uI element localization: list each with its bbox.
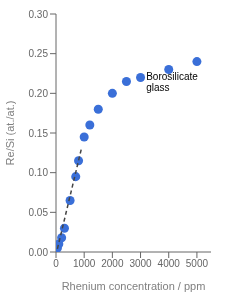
svg-text:3000: 3000 [129,258,152,269]
svg-text:0.30: 0.30 [29,9,49,20]
svg-text:0.20: 0.20 [29,88,49,99]
svg-text:0.25: 0.25 [29,48,49,59]
svg-text:5000: 5000 [186,258,209,269]
svg-text:Borosilicateglass: Borosilicateglass [146,70,198,92]
svg-text:0.15: 0.15 [29,128,49,139]
svg-text:0.05: 0.05 [29,207,49,218]
svg-text:Rhenium concentration / ppm: Rhenium concentration / ppm [62,280,206,292]
svg-text:2000: 2000 [101,258,124,269]
svg-text:1000: 1000 [73,258,96,269]
svg-text:0.00: 0.00 [29,247,49,258]
svg-text:0: 0 [53,258,59,269]
svg-text:0.10: 0.10 [29,167,49,178]
svg-text:4000: 4000 [158,258,181,269]
svg-text:Re/Si (at./at.): Re/Si (at./at.) [8,101,16,166]
